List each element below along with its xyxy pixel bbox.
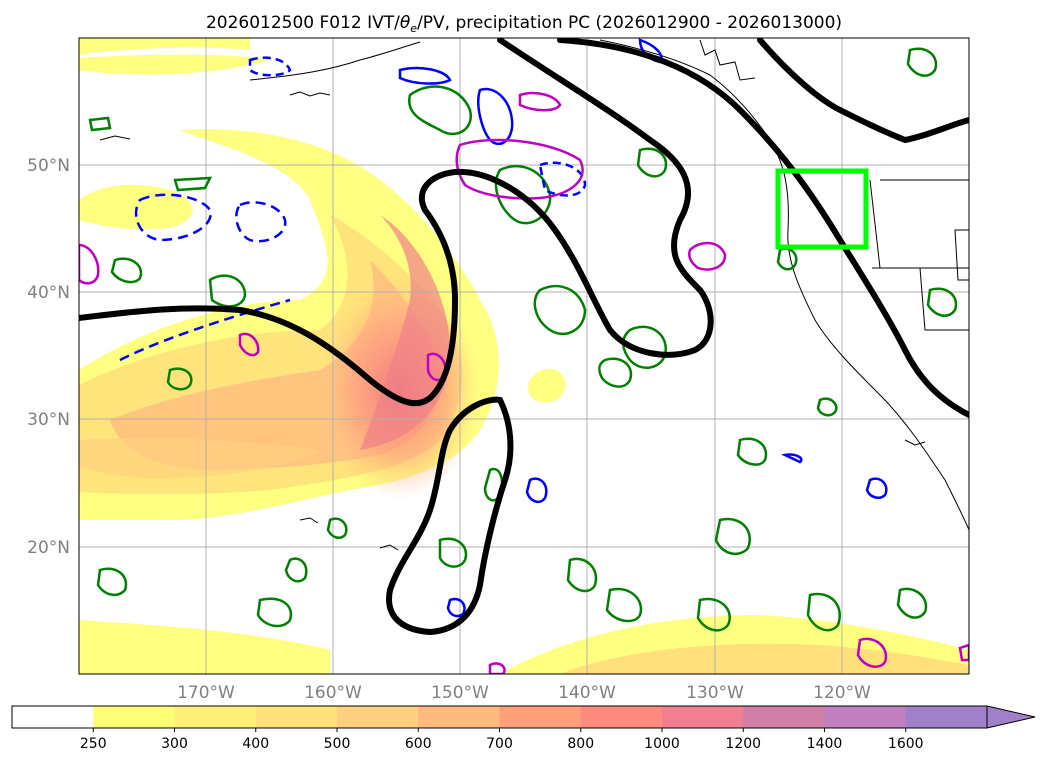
highlight-box[interactable]	[775, 168, 869, 250]
blue-contours	[119, 38, 888, 618]
colorbar-tick-label: 700	[486, 736, 513, 752]
colorbar-segments	[12, 706, 988, 728]
colorbar-segment	[255, 706, 338, 728]
figure-title: 2026012500 F012 IVT/θe/PV, precipitation…	[206, 13, 842, 35]
magenta-contours	[79, 91, 969, 674]
lat-label-50: 50°N	[27, 156, 70, 176]
colorbar-segment	[499, 706, 582, 728]
coastlines	[99, 39, 969, 551]
pv-contours	[79, 38, 969, 636]
colorbar-segment	[824, 706, 907, 728]
lon-label-140w: 140°W	[558, 683, 616, 703]
lon-label-130w: 130°W	[686, 683, 744, 703]
colorbar-segment	[743, 706, 825, 728]
lon-label-120w: 120°W	[813, 683, 871, 703]
latitude-labels: 50°N 40°N 30°N 20°N	[27, 156, 70, 558]
lat-label-30: 30°N	[27, 410, 70, 430]
longitude-labels: 170°W 160°W 150°W 140°W 130°W 120°W	[177, 683, 871, 703]
colorbar-tick-label: 500	[324, 736, 351, 752]
lon-label-170w: 170°W	[177, 683, 235, 703]
colorbar-segment	[905, 706, 988, 728]
colorbar-segment	[580, 706, 663, 728]
colorbar-segment	[174, 706, 257, 728]
colorbar-tick-label: 1400	[807, 736, 843, 752]
colorbar-segment	[93, 706, 175, 728]
colorbar-tick-label: 1600	[888, 736, 924, 752]
lat-label-40: 40°N	[27, 283, 70, 303]
colorbar-tick-label: 800	[567, 736, 594, 752]
colorbar: 250 300 400 500 600 700 800 1000 1200 1400 1600	[11, 705, 1036, 752]
colorbar-tick-label: 300	[161, 736, 188, 752]
colorbar-segment	[12, 706, 94, 728]
colorbar-tick-label: 1200	[725, 736, 761, 752]
colorbar-tick-label: 1000	[644, 736, 680, 752]
graticule	[79, 38, 969, 674]
colorbar-extend-arrow	[986, 705, 1036, 729]
lon-label-160w: 160°W	[304, 683, 362, 703]
colorbar-tick-label: 250	[80, 736, 107, 752]
colorbar-segment	[418, 706, 500, 728]
colorbar-tick-label: 400	[242, 736, 269, 752]
colorbar-tick-label: 600	[405, 736, 432, 752]
lon-label-150w: 150°W	[431, 683, 489, 703]
map-plot-area	[79, 38, 969, 674]
lat-label-20: 20°N	[27, 538, 70, 558]
colorbar-segment	[337, 706, 419, 728]
colorbar-ticks: 250 300 400 500 600 700 800 1000 1200 1400 1600	[80, 728, 924, 752]
colorbar-segment	[662, 706, 744, 728]
plot-frame	[78, 37, 970, 675]
